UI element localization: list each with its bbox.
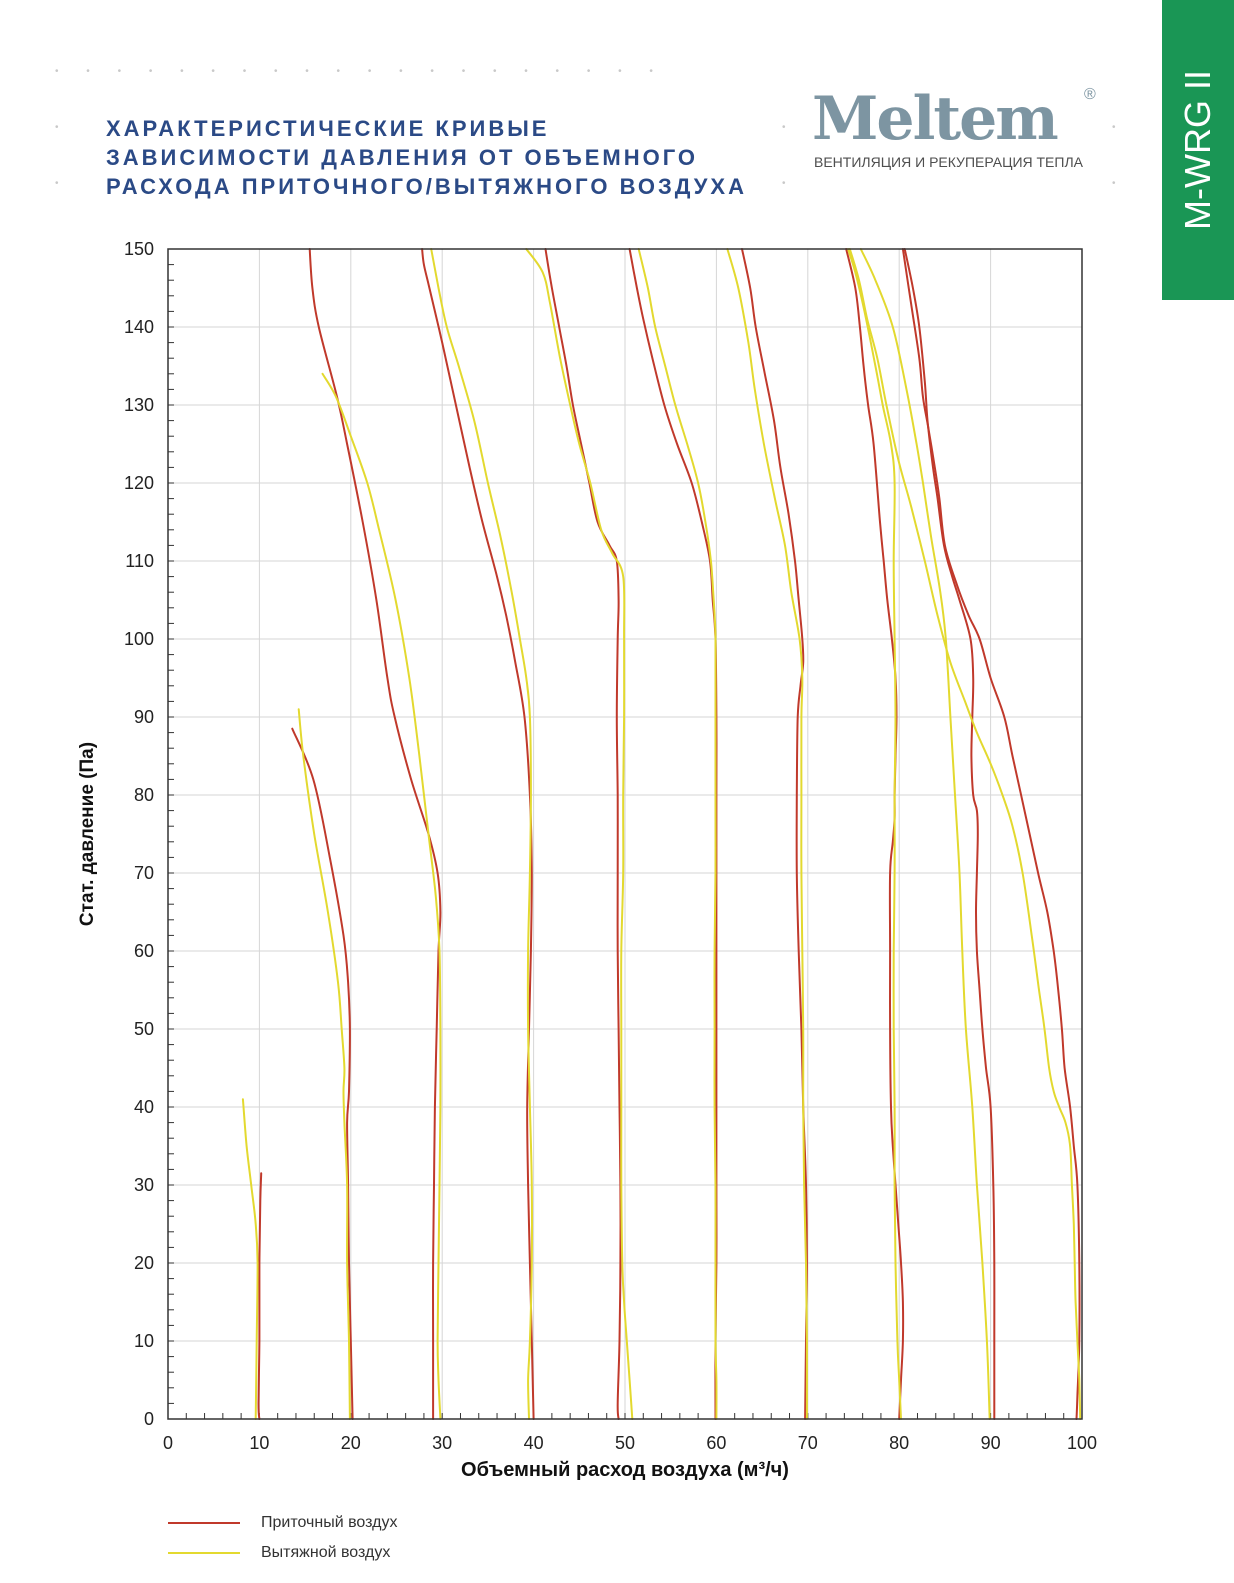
logo-wordmark: Meltem [812, 84, 1059, 154]
side-tab [1162, 0, 1234, 300]
supply-curve-7 [741, 248, 808, 1420]
y-tick-label-20: 20 [134, 1253, 154, 1273]
x-tick-label-40: 40 [524, 1433, 544, 1453]
supply-curve-4 [421, 248, 535, 1420]
dotted-rule-left-2: • [55, 178, 59, 189]
y-tick-label-130: 130 [124, 395, 154, 415]
chart-curves [241, 248, 1082, 1420]
supply-curve-10 [901, 248, 1081, 1420]
legend-label-supply: Приточный воздух [261, 1514, 398, 1531]
pressure-flow-chart: 0 10 20 30 40 50 60 70 80 90 100 110 120 130 140 150 0 1… [77, 239, 1097, 1481]
x-axis-label: Объемный расход воздуха (м³/ч) [461, 1459, 789, 1481]
x-tick-label-70: 70 [798, 1433, 818, 1453]
y-tick-label-40: 40 [134, 1097, 154, 1117]
y-tick-label-0: 0 [144, 1409, 154, 1429]
supply-curve-6 [628, 248, 718, 1420]
title-line-3: РАСХОДА ПРИТОЧНОГО/ВЫТЯЖНОГО ВОЗДУХА [106, 174, 747, 199]
registered-mark: ® [1084, 86, 1096, 103]
exhaust-curve-2 [297, 708, 351, 1420]
y-tick-label-70: 70 [134, 863, 154, 883]
exhaust-curve-4 [430, 248, 534, 1420]
exhaust-curve-5 [525, 248, 634, 1420]
y-tick-label-60: 60 [134, 941, 154, 961]
exhaust-curve-1 [241, 1098, 259, 1420]
exhaust-curve-10 [848, 248, 1082, 1420]
x-tick-label-100: 100 [1067, 1433, 1097, 1453]
y-tick-label-110: 110 [125, 551, 154, 571]
x-tick-label-80: 80 [889, 1433, 909, 1453]
exhaust-curve-9 [859, 248, 991, 1420]
title-line-1: ХАРАКТЕРИСТИЧЕСКИЕ КРИВЫЕ [106, 116, 550, 141]
y-tick-label-150: 150 [124, 239, 154, 259]
exhaust-curve-7 [726, 248, 808, 1420]
page-title: ХАРАКТЕРИСТИЧЕСКИЕ КРИВЫЕ ЗАВИСИМОСТИ ДА… [106, 114, 747, 201]
supply-curve-9 [903, 248, 996, 1420]
y-tick-labels: 0 10 20 30 40 50 60 70 80 90 100 110 120 130 140 150 [124, 239, 154, 1429]
supply-curve-1 [257, 1172, 263, 1420]
dotted-rule-right-4: • [1112, 178, 1116, 189]
legend-swatch-supply [168, 1522, 240, 1524]
title-line-2: ЗАВИСИМОСТИ ДАВЛЕНИЯ ОТ ОБЪЕМНОГО [106, 145, 699, 170]
dotted-rule-top: • • • • • • • • • • • • • • • • • • • [55, 66, 653, 77]
chart-grid [168, 249, 1082, 1419]
supply-air-series [257, 248, 1081, 1420]
x-tick-labels: 0 10 20 30 40 50 60 70 80 90 100 [163, 1433, 1097, 1453]
y-tick-label-120: 120 [124, 473, 154, 493]
supply-curve-5 [544, 248, 622, 1420]
y-tick-label-30: 30 [134, 1175, 154, 1195]
x-tick-label-50: 50 [615, 1433, 635, 1453]
dotted-rule-right-2: • [782, 178, 786, 189]
chart-ticks [167, 248, 1083, 1420]
dotted-rule-right-3: • [1112, 122, 1116, 133]
plot-frame [167, 248, 1083, 1420]
legend-label-exhaust: Вытяжной воздух [261, 1544, 391, 1561]
supply-curve-3 [308, 248, 442, 1420]
exhaust-air-series [241, 248, 1082, 1420]
y-tick-label-80: 80 [134, 785, 154, 805]
x-tick-label-10: 10 [249, 1433, 269, 1453]
legend-swatch-exhaust [168, 1552, 240, 1554]
dotted-rule-right-1: • [782, 122, 786, 133]
x-tick-label-0: 0 [163, 1433, 173, 1453]
supply-curve-2 [291, 727, 354, 1420]
y-axis-label: Стат. давление (Па) [77, 742, 98, 926]
logo-tagline: ВЕНТИЛЯЦИЯ И РЕКУПЕРАЦИЯ ТЕПЛА [814, 154, 1083, 170]
y-tick-label-90: 90 [134, 707, 154, 727]
exhaust-curve-6 [637, 248, 718, 1420]
y-tick-label-50: 50 [134, 1019, 154, 1039]
x-tick-label-90: 90 [981, 1433, 1001, 1453]
y-tick-label-10: 10 [134, 1331, 154, 1351]
x-tick-label-30: 30 [432, 1433, 452, 1453]
dotted-rule-left-1: • [55, 122, 59, 133]
x-tick-label-60: 60 [706, 1433, 726, 1453]
meltem-logo: Meltem ® ВЕНТИЛЯЦИЯ И РЕКУПЕРАЦИЯ ТЕПЛА [812, 84, 1102, 174]
y-tick-label-100: 100 [124, 629, 154, 649]
y-tick-label-140: 140 [124, 317, 154, 337]
x-tick-label-20: 20 [341, 1433, 361, 1453]
exhaust-curve-8 [847, 248, 902, 1420]
exhaust-curve-3 [321, 372, 442, 1420]
